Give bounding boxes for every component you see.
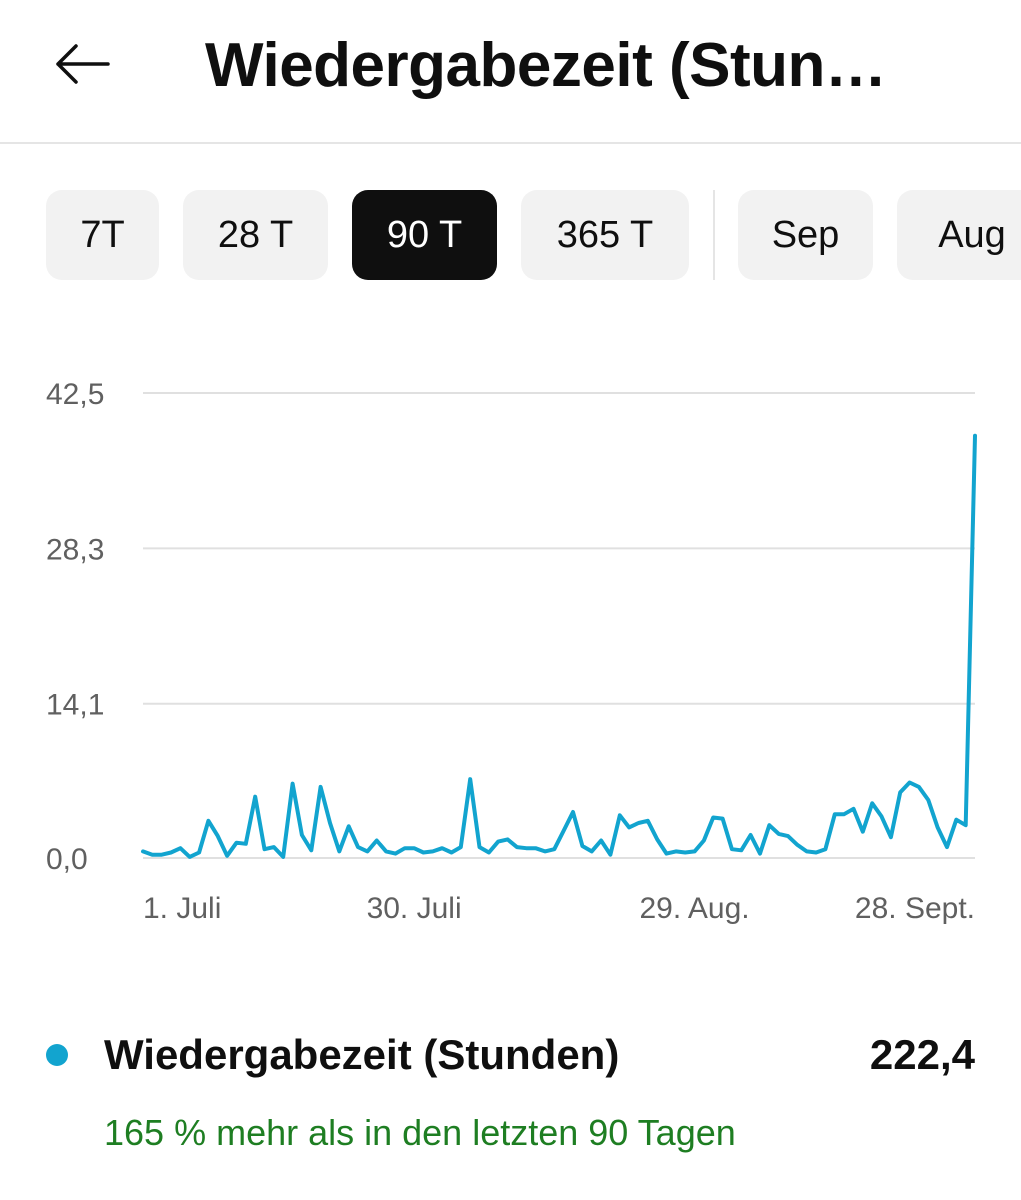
chip-september[interactable]: Sep — [738, 190, 873, 280]
legend-dot — [46, 1044, 68, 1066]
chip-august[interactable]: Aug — [897, 190, 1021, 280]
legend-total-value: 222,4 — [869, 1031, 975, 1078]
y-tick-label: 42,5 — [46, 378, 104, 411]
arrow-left-icon — [56, 44, 110, 84]
chip-7-days[interactable]: 7T — [46, 190, 159, 280]
period-chip-bar: 7T 28 T 90 T 365 T Sep Aug — [0, 190, 1021, 282]
x-tick-label: 29. Aug. — [639, 892, 749, 925]
watch-time-chart: 42,5 28,3 14,1 0,0 1. Juli 30. Juli 29. Aug. 2… — [46, 378, 977, 925]
x-axis-ticks: 1. Juli 30. Juli 29. Aug. 28. Sept. — [143, 892, 975, 925]
y-tick-label: 28,3 — [46, 533, 104, 566]
x-tick-label: 30. Juli — [367, 892, 462, 925]
series-line-watch-time — [141, 433, 977, 859]
y-tick-label: 0,0 — [46, 843, 88, 876]
y-tick-label: 14,1 — [46, 689, 104, 722]
comparison-text: 165 % mehr als in den letzten 90 Tagen — [104, 1112, 736, 1153]
back-button[interactable] — [44, 26, 120, 102]
chip-divider — [713, 190, 715, 280]
legend-label: Wiedergabezeit (Stunden) — [104, 1031, 620, 1078]
chart-grid — [143, 392, 975, 859]
chip-28-days[interactable]: 28 T — [183, 190, 328, 280]
x-tick-label: 28. Sept. — [855, 892, 975, 925]
app-header: Wiedergabezeit (Stun… — [0, 0, 1021, 144]
chip-365-days[interactable]: 365 T — [521, 190, 689, 280]
x-tick-label: 1. Juli — [143, 892, 221, 925]
page-title: Wiedergabezeit (Stun… — [205, 31, 887, 100]
legend-row: Wiedergabezeit (Stunden) 222,4 — [0, 1020, 1021, 1090]
chip-90-days[interactable]: 90 T — [352, 190, 497, 280]
y-axis-ticks: 42,5 28,3 14,1 0,0 — [46, 378, 104, 876]
